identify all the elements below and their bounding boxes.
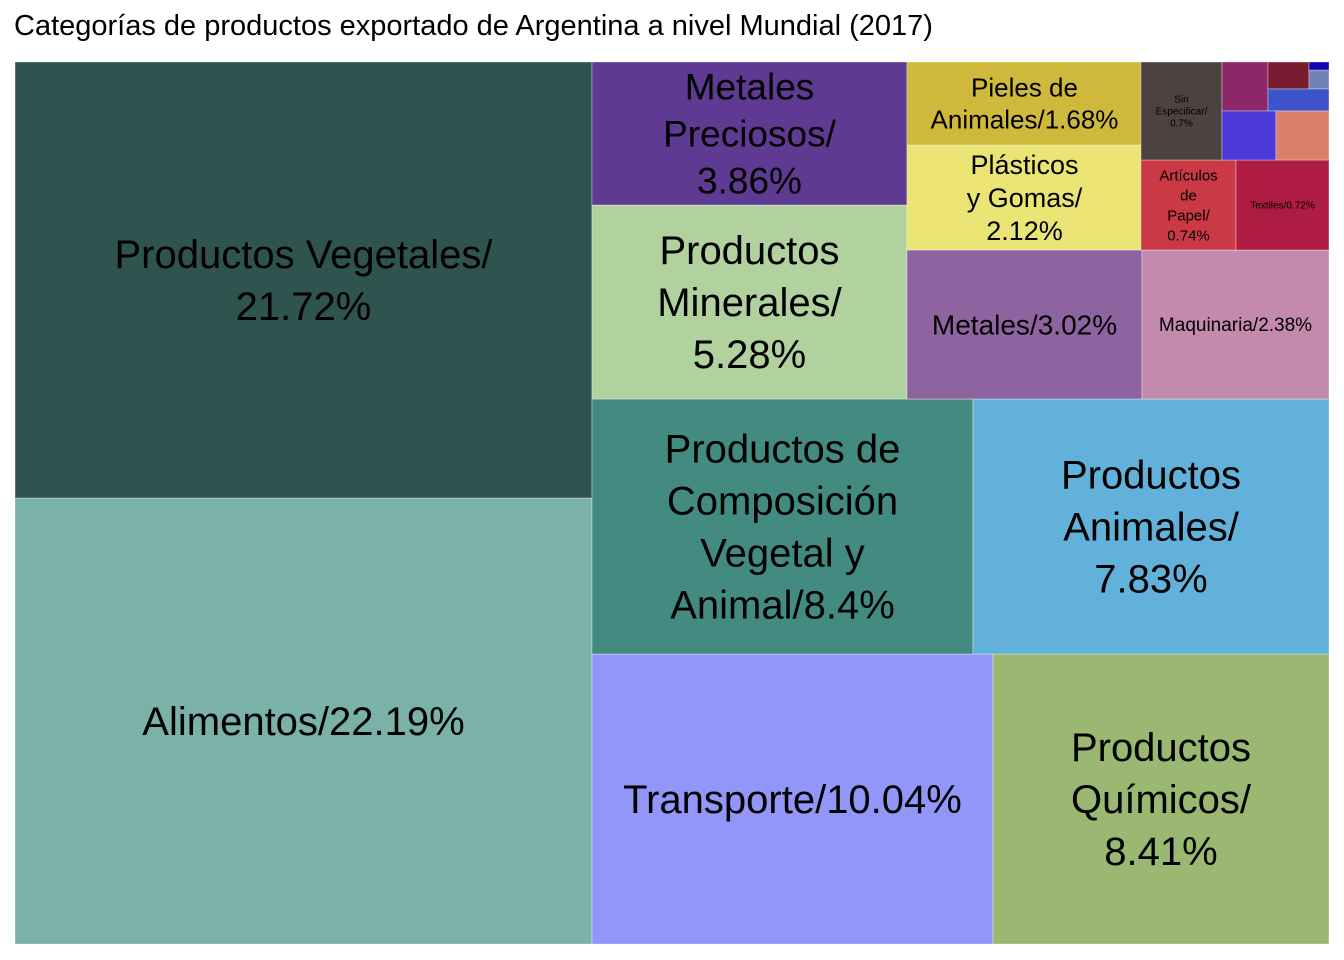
treemap-tile-unlabeled-17 — [1308, 69, 1330, 90]
treemap-tile-rect — [1235, 159, 1330, 251]
treemap-tile-rect — [1221, 61, 1269, 112]
treemap-tile-rect — [591, 653, 994, 945]
treemap-tile-label: Transporte/10.04% — [623, 778, 962, 822]
treemap-tile-label: Artículos de Papel/0.74% — [1159, 167, 1217, 244]
treemap-tile-sin-especificar: Sin Especificar/0.7% — [1140, 61, 1223, 161]
treemap-tile-label: Sin Especificar/0.7% — [1156, 95, 1208, 130]
treemap-tile-label: Plásticos y Gomas/2.12% — [967, 150, 1083, 246]
treemap-tile-label: Productos Vegetales/21.72% — [114, 233, 493, 329]
treemap-tile-label: Productos Químicos/8.41% — [1071, 726, 1252, 874]
treemap-tile-rect — [1141, 249, 1330, 400]
treemap-tile-plasticos-y-gomas: Plásticos y Gomas/2.12% — [906, 144, 1143, 251]
treemap-tile-label: Maquinaria/2.38% — [1159, 315, 1312, 336]
treemap-tile-rect — [1267, 88, 1330, 112]
treemap-tile-rect — [906, 61, 1143, 146]
treemap-tile-productos-minerales: Productos Minerales/5.28% — [591, 204, 908, 400]
treemap-tile-label: Alimentos/22.19% — [142, 700, 464, 744]
treemap-tile-rect — [906, 249, 1143, 400]
treemap-tile-label: Metales/3.02% — [932, 309, 1117, 340]
treemap-tile-articulos-de-papel: Artículos de Papel/0.74% — [1140, 159, 1237, 251]
treemap-tile-productos-de-composicion-vegetal-y-animal: Productos de Composición Vegetal y Animal/8… — [591, 398, 974, 655]
treemap-tile-pieles-de-animales: Pieles de Animales/1.68% — [906, 61, 1143, 146]
treemap-tile-rect — [591, 61, 908, 206]
treemap-tile-label: Textiles/0.72% — [1250, 201, 1315, 212]
treemap-tile-unlabeled-16 — [1267, 61, 1310, 90]
treemap-tile-rect — [972, 398, 1330, 655]
treemap-tile-label: Productos Animales/7.83% — [1061, 454, 1241, 602]
treemap-tile-unlabeled-19 — [1267, 88, 1330, 112]
treemap-tile-rect — [1275, 110, 1330, 161]
treemap-tile-rect — [906, 144, 1143, 251]
treemap-tile-rect — [1221, 110, 1277, 161]
treemap-tile-label: Pieles de Animales/1.68% — [931, 73, 1119, 135]
treemap-tile-label: Productos de Composición Vegetal y Animal/8… — [665, 428, 901, 628]
chart-title: Categorías de productos exportado de Arg… — [14, 10, 933, 42]
treemap-tile-metales-preciosos: Metales Preciosos/3.86% — [591, 61, 908, 206]
treemap-tile-textiles: Textiles/0.72% — [1235, 159, 1330, 251]
treemap-tile-rect — [1308, 61, 1330, 71]
treemap-tile-maquinaria: Maquinaria/2.38% — [1141, 249, 1330, 400]
treemap-tile-label: Productos Minerales/5.28% — [657, 229, 842, 377]
treemap-tile-unlabeled-21 — [1275, 110, 1330, 161]
treemap-tile-label: Metales Preciosos/3.86% — [663, 66, 836, 201]
treemap-tile-rect — [591, 204, 908, 400]
treemap-tile-unlabeled-20 — [1221, 110, 1277, 161]
treemap-tile-alimentos: Alimentos/22.19% — [14, 497, 593, 945]
treemap-tile-rect — [992, 653, 1330, 945]
treemap-tile-unlabeled-18 — [1308, 61, 1330, 71]
treemap-tile-productos-quimicos: Productos Químicos/8.41% — [992, 653, 1330, 945]
treemap-tile-rect — [591, 398, 974, 655]
treemap-tile-transporte: Transporte/10.04% — [591, 653, 994, 945]
treemap-tile-rect — [1267, 61, 1310, 90]
treemap-tile-metales: Metales/3.02% — [906, 249, 1143, 400]
treemap-tile-unlabeled-15 — [1221, 61, 1269, 112]
treemap-tile-productos-animales: Productos Animales/7.83% — [972, 398, 1330, 655]
treemap-tile-rect — [1308, 69, 1330, 90]
treemap-tile-productos-vegetales: Productos Vegetales/21.72% — [14, 61, 593, 499]
treemap-tile-rect — [14, 61, 593, 499]
treemap-tile-rect — [14, 497, 593, 945]
